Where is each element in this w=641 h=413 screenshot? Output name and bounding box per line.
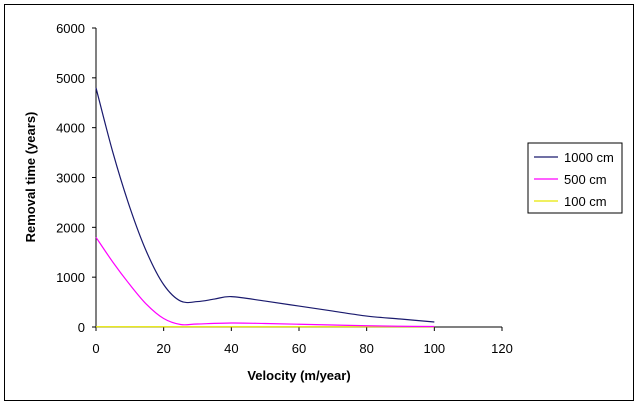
x-tick-label: 60 <box>292 341 306 356</box>
legend-label-100-cm: 100 cm <box>564 194 607 209</box>
x-tick-label: 80 <box>359 341 373 356</box>
legend: 1000 cm 500 cm 100 cm <box>527 142 623 214</box>
y-tick-label: 2000 <box>56 220 85 235</box>
x-tick-label: 40 <box>224 341 238 356</box>
y-tick-label: 4000 <box>56 121 85 136</box>
x-tick-label: 0 <box>92 341 99 356</box>
series-line-1000-cm <box>95 87 435 323</box>
x-tick-label: 100 <box>423 341 445 356</box>
x-axis-title: Velocity (m/year) <box>247 368 350 383</box>
legend-label-1000-cm: 1000 cm <box>564 150 614 165</box>
y-tick-label: 3000 <box>56 171 85 186</box>
y-tick-label: 5000 <box>56 71 85 86</box>
y-tick-label: 6000 <box>56 21 85 36</box>
series-lines <box>95 87 435 328</box>
y-axis-ticks: 0 1000 2000 3000 4000 5000 6000 <box>56 21 96 335</box>
x-tick-label: 120 <box>491 341 513 356</box>
x-axis-ticks: 0 20 40 60 80 100 120 <box>92 327 513 356</box>
y-tick-label: 0 <box>78 320 85 335</box>
y-axis-title: Removal time (years) <box>23 112 38 243</box>
series-line-500-cm <box>95 236 435 328</box>
legend-box <box>527 142 623 214</box>
x-tick-label: 20 <box>156 341 170 356</box>
axes <box>95 28 502 328</box>
y-tick-label: 1000 <box>56 270 85 285</box>
legend-label-500-cm: 500 cm <box>564 172 607 187</box>
